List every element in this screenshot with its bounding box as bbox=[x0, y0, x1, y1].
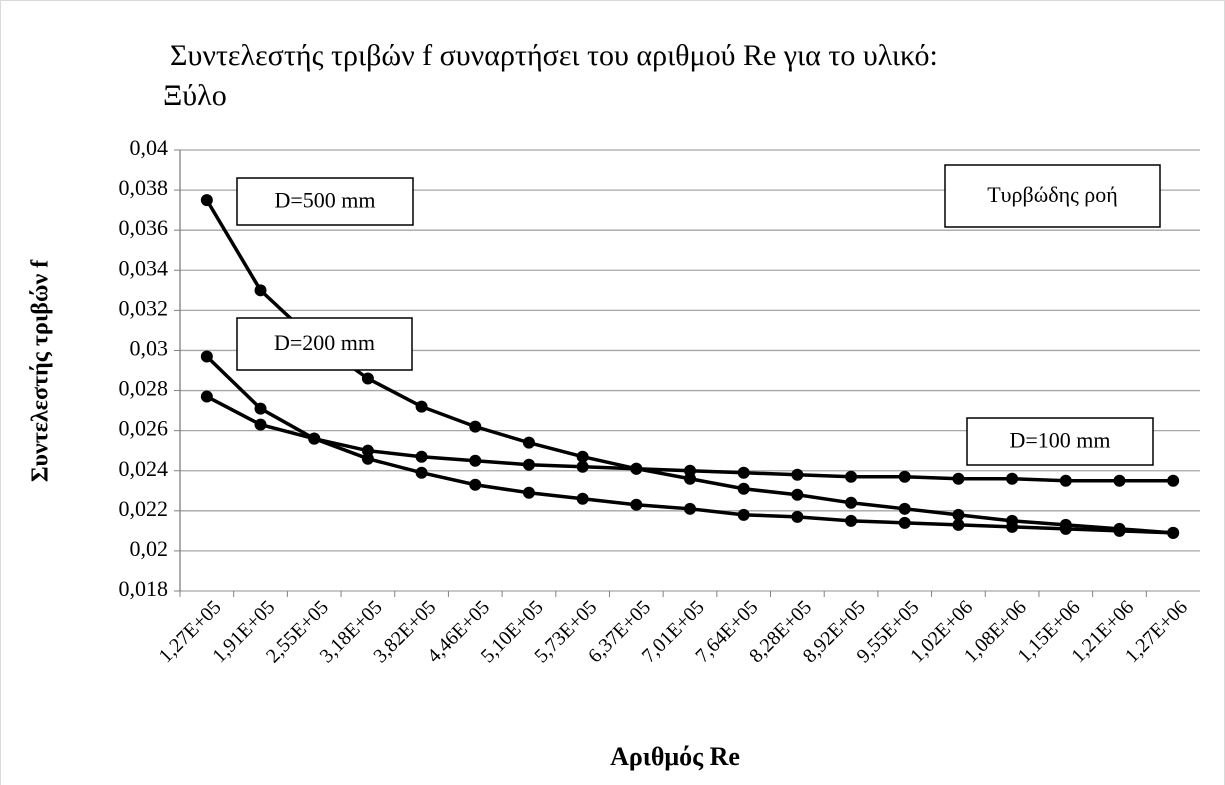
y-tick-label: 0,038 bbox=[119, 175, 169, 200]
chart-title: Ξύλο bbox=[163, 79, 227, 112]
y-tick-label: 0,03 bbox=[130, 336, 169, 361]
data-point bbox=[361, 372, 374, 385]
legend-label-box bbox=[236, 177, 414, 226]
data-point bbox=[630, 462, 643, 475]
data-point bbox=[630, 498, 643, 511]
data-point bbox=[415, 466, 428, 479]
data-point bbox=[898, 502, 911, 515]
annotation-box bbox=[944, 164, 1161, 228]
legend-label: D=500 mm bbox=[274, 188, 375, 213]
data-point bbox=[576, 450, 589, 463]
data-point bbox=[576, 460, 589, 473]
y-tick-label: 0,032 bbox=[119, 295, 169, 320]
y-tick-label: 0,02 bbox=[130, 536, 169, 561]
data-point bbox=[522, 486, 535, 499]
data-point bbox=[361, 444, 374, 457]
data-point bbox=[200, 390, 213, 403]
data-point bbox=[737, 466, 750, 479]
data-point bbox=[1167, 474, 1180, 487]
data-point bbox=[415, 400, 428, 413]
data-point bbox=[1059, 522, 1072, 535]
data-point bbox=[791, 488, 804, 501]
data-point bbox=[469, 478, 482, 491]
data-point bbox=[576, 492, 589, 505]
data-point bbox=[522, 436, 535, 449]
data-point bbox=[845, 514, 858, 527]
data-point bbox=[469, 420, 482, 433]
data-point bbox=[1059, 474, 1072, 487]
data-point bbox=[684, 464, 696, 477]
data-point bbox=[1113, 524, 1126, 537]
data-point bbox=[469, 454, 482, 467]
data-point bbox=[1006, 472, 1019, 485]
x-axis-label: Αριθμός Re bbox=[610, 742, 740, 771]
data-point bbox=[845, 496, 858, 509]
data-point bbox=[952, 518, 965, 531]
data-point bbox=[308, 432, 321, 445]
data-point bbox=[200, 350, 213, 363]
data-point bbox=[200, 194, 213, 207]
data-point bbox=[684, 502, 696, 515]
data-point bbox=[845, 470, 858, 483]
y-tick-label: 0,04 bbox=[130, 135, 169, 160]
annotation: Τυρβώδης ροή bbox=[987, 182, 1118, 207]
data-point bbox=[254, 402, 267, 415]
legend-label: D=100 mm bbox=[1009, 428, 1110, 453]
data-point bbox=[254, 284, 267, 297]
chart-title: Συντελεστής τριβών f συναρτήσει του αριθ… bbox=[170, 39, 938, 72]
data-point bbox=[1167, 526, 1180, 539]
data-point bbox=[1006, 520, 1019, 533]
y-tick-label: 0,028 bbox=[119, 376, 169, 401]
data-point bbox=[522, 458, 535, 471]
legend-label-box bbox=[966, 417, 1154, 466]
data-point bbox=[791, 510, 804, 523]
y-tick-label: 0,024 bbox=[119, 456, 169, 481]
data-point bbox=[415, 450, 428, 463]
data-point bbox=[737, 508, 750, 521]
data-point bbox=[952, 472, 965, 485]
data-point bbox=[791, 468, 804, 481]
data-point bbox=[254, 418, 267, 431]
data-point bbox=[898, 516, 911, 529]
y-tick-label: 0,036 bbox=[119, 215, 169, 240]
y-tick-label: 0,022 bbox=[119, 496, 169, 521]
data-point bbox=[898, 470, 911, 483]
legend-label: D=200 mm bbox=[274, 330, 375, 355]
y-tick-label: 0,034 bbox=[119, 255, 169, 280]
data-point bbox=[952, 508, 965, 521]
y-axis-label: Συντελεστής τριβών f bbox=[28, 259, 54, 482]
data-point bbox=[737, 482, 750, 495]
y-tick-label: 0,026 bbox=[119, 416, 169, 441]
legend-label-box bbox=[236, 317, 413, 371]
data-point bbox=[1113, 474, 1126, 487]
y-tick-label: 0,018 bbox=[119, 576, 169, 601]
